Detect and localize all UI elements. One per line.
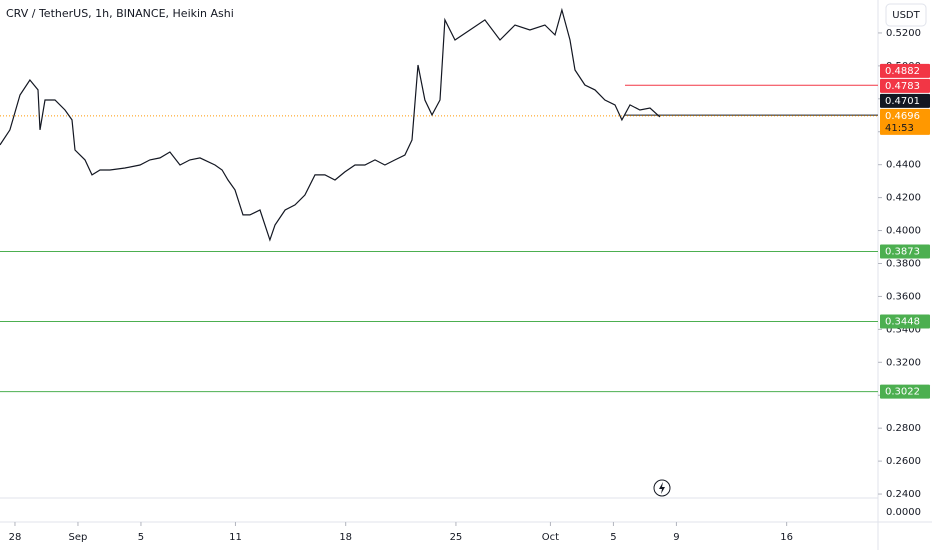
price-badge (880, 78, 930, 93)
x-tick-label: 28 (9, 532, 22, 543)
price-badge (880, 244, 930, 259)
lower-pane-tick-label: 0.0000 (886, 507, 921, 518)
price-line (0, 7, 661, 242)
x-tick-label: 5 (138, 532, 144, 543)
price-badge-label: 0.4882 (885, 66, 920, 77)
x-tick-label: 16 (780, 532, 793, 543)
price-badge (880, 314, 930, 329)
currency-label[interactable]: USDT (892, 10, 920, 21)
y-tick-label: 0.3400 (886, 324, 921, 335)
y-tick-label: 0.3800 (886, 258, 921, 269)
x-tick-label: Sep (69, 532, 88, 543)
x-tick-label: 5 (610, 532, 616, 543)
price-badge-label: 0.4696 (885, 111, 920, 122)
price-badge (880, 93, 930, 108)
y-tick-label: 0.4000 (886, 226, 921, 237)
chart-title: CRV / TetherUS, 1h, BINANCE, Heikin Ashi (6, 7, 234, 20)
y-tick-label: 0.3600 (886, 291, 921, 302)
y-tick-label: 0.2600 (886, 456, 921, 467)
x-tick-label: 18 (339, 532, 352, 543)
price-badge-label: 0.4783 (885, 81, 920, 92)
price-badge-label: 0.3022 (885, 387, 920, 398)
lightning-icon[interactable] (653, 479, 671, 497)
price-badge-label: 0.3448 (885, 316, 920, 327)
price-badge-label: 0.4701 (885, 96, 920, 107)
x-tick-label: Oct (542, 532, 559, 543)
x-tick-label: 9 (673, 532, 679, 543)
currency-box[interactable] (885, 3, 927, 27)
y-tick-label: 0.2800 (886, 423, 921, 434)
x-tick-label: 11 (229, 532, 242, 543)
icon-bolt (659, 482, 665, 494)
y-tick-label: 0.4400 (886, 160, 921, 171)
y-tick-label: 0.4200 (886, 193, 921, 204)
y-tick-label: 0.2400 (886, 489, 921, 500)
price-badge (880, 384, 930, 399)
y-tick-label: 0.3200 (886, 357, 921, 368)
icon-ring (653, 479, 671, 497)
y-tick-label: 0.5200 (886, 28, 921, 39)
price-badge (880, 108, 930, 135)
x-tick-label: 25 (450, 532, 463, 543)
price-badge (880, 63, 930, 78)
price-badge-label: 0.3873 (885, 246, 920, 257)
countdown-label: 41:53 (885, 123, 914, 134)
